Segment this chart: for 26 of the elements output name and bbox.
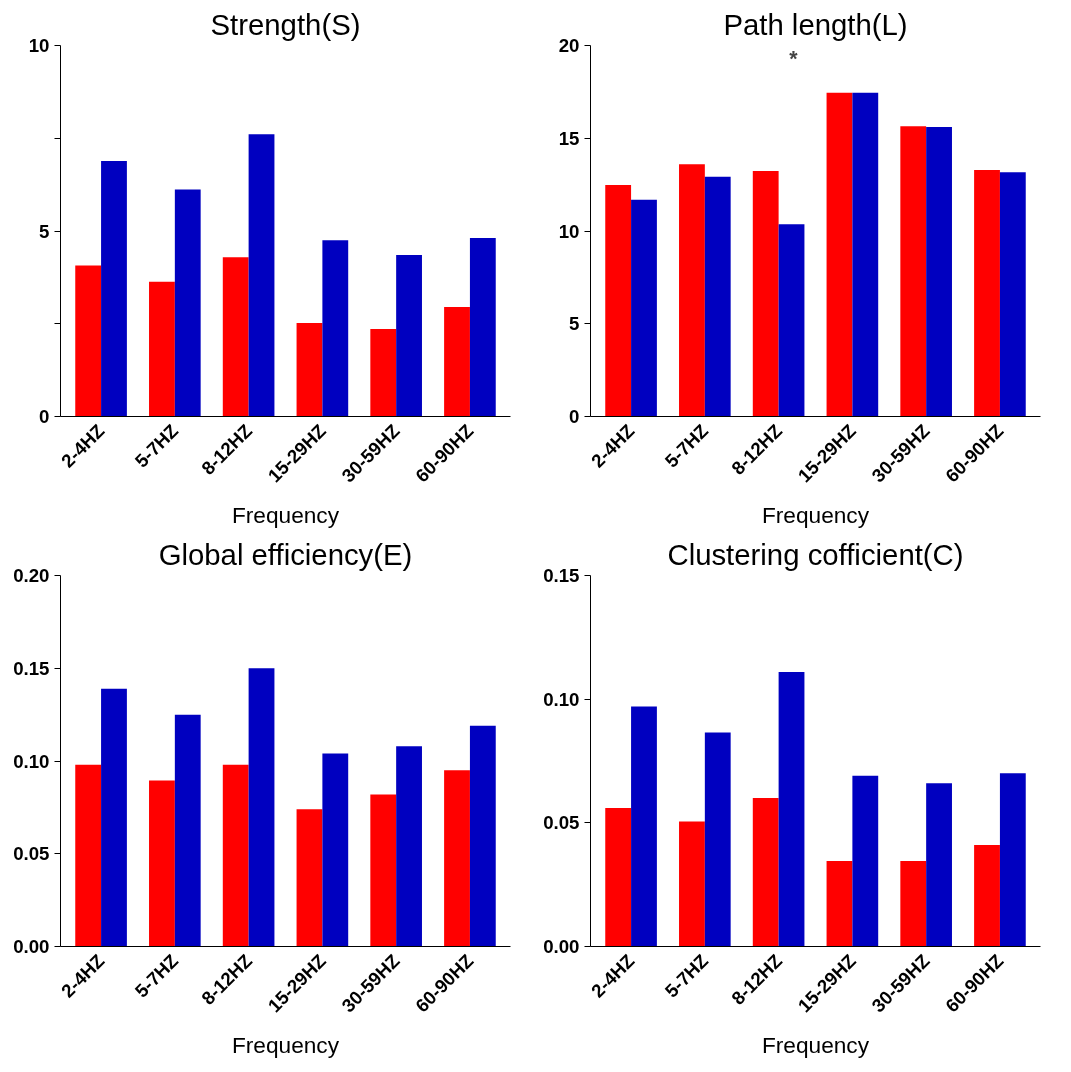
x-axis-title: Frequency (231, 1031, 340, 1058)
y-tick-label: 15 (558, 127, 580, 149)
y-tick-label: 0.10 (13, 750, 50, 772)
y-tick-label: 0.00 (13, 936, 50, 957)
x-axis-title: Frequency (231, 501, 340, 528)
annotation: * (789, 47, 799, 72)
y-tick-label: 10 (558, 220, 580, 242)
y-tick-label: 0.15 (13, 657, 50, 679)
chart-title: Global efficiency(E) (158, 537, 413, 571)
y-tick-label: 0 (569, 406, 580, 427)
y-tick-label: 20 (558, 35, 580, 56)
chart-title: Path length(L) (723, 7, 908, 41)
y-tick-label: 0.15 (543, 565, 580, 586)
x-axis-title: Frequency (761, 501, 870, 528)
chart-title: Strength(S) (210, 7, 361, 41)
y-tick-label: 0.05 (13, 843, 50, 865)
y-tick-label: 5 (39, 220, 50, 242)
y-tick-label: 0.05 (543, 812, 580, 834)
y-tick-label: 5 (569, 313, 580, 335)
y-tick-label: 10 (28, 35, 50, 56)
y-tick-label: 0.20 (13, 565, 50, 586)
y-tick-label: 0.00 (543, 936, 580, 957)
y-tick-label: 0.10 (543, 688, 580, 710)
x-axis-title: Frequency (761, 1031, 870, 1058)
chart-title: Clustering cofficient(C) (667, 537, 964, 571)
y-tick-label: 0 (39, 406, 50, 427)
